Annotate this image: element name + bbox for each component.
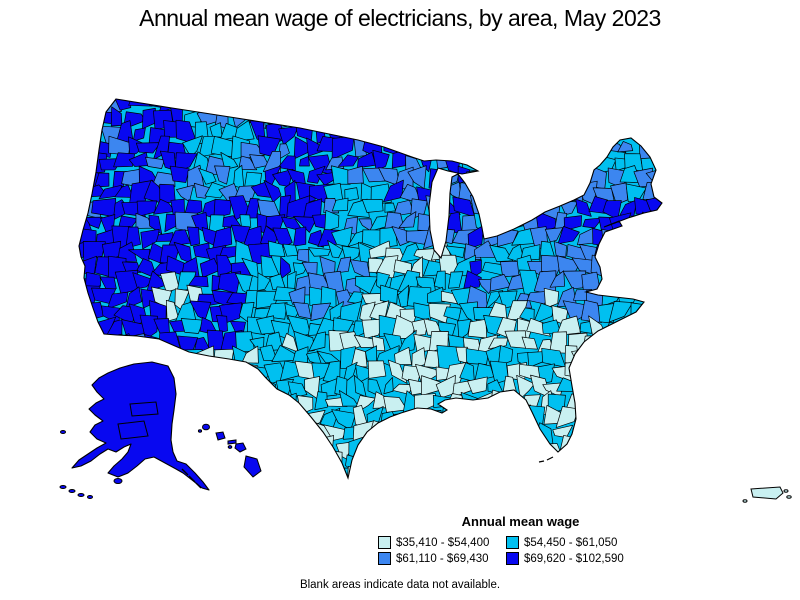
legend-item-range-3: $61,110 - $69,430 <box>378 552 506 565</box>
wage-legend: Annual mean wage $35,410 - $54,400 $54,4… <box>378 514 678 565</box>
legend-label: $35,410 - $54,400 <box>396 536 490 549</box>
alaska-interior-area-outline <box>129 401 159 417</box>
legend-title: Annual mean wage <box>461 514 580 529</box>
hawaii-inset <box>197 423 262 478</box>
legend-label: $61,110 - $69,430 <box>396 552 489 565</box>
legend-swatch-dark-blue <box>506 552 519 565</box>
legend-item-range-1: $35,410 - $54,400 <box>378 536 506 549</box>
legend-swatch-pale <box>378 536 391 549</box>
legend-label: $69,620 - $102,590 <box>524 552 624 565</box>
alaska-panhandle-islands <box>181 468 202 489</box>
alaska-interior-area-outline <box>117 420 149 440</box>
legend-swatch-cyan <box>506 536 519 549</box>
legend-grid: $35,410 - $54,400 $54,450 - $61,050 $61,… <box>378 536 678 565</box>
legend-item-range-4: $69,620 - $102,590 <box>506 552 666 565</box>
aleutian-islands <box>59 430 123 499</box>
legend-item-range-2: $54,450 - $61,050 <box>506 536 666 549</box>
legend-label: $54,450 - $61,050 <box>524 536 618 549</box>
data-availability-footnote: Blank areas indicate data not available. <box>299 579 501 591</box>
puerto-rico-inset <box>742 486 792 503</box>
florida-keys <box>538 456 554 463</box>
map-title: Annual mean wage of electricians, by are… <box>139 5 661 31</box>
alaska-inset <box>71 361 210 491</box>
legend-swatch-medium-blue <box>378 552 391 565</box>
